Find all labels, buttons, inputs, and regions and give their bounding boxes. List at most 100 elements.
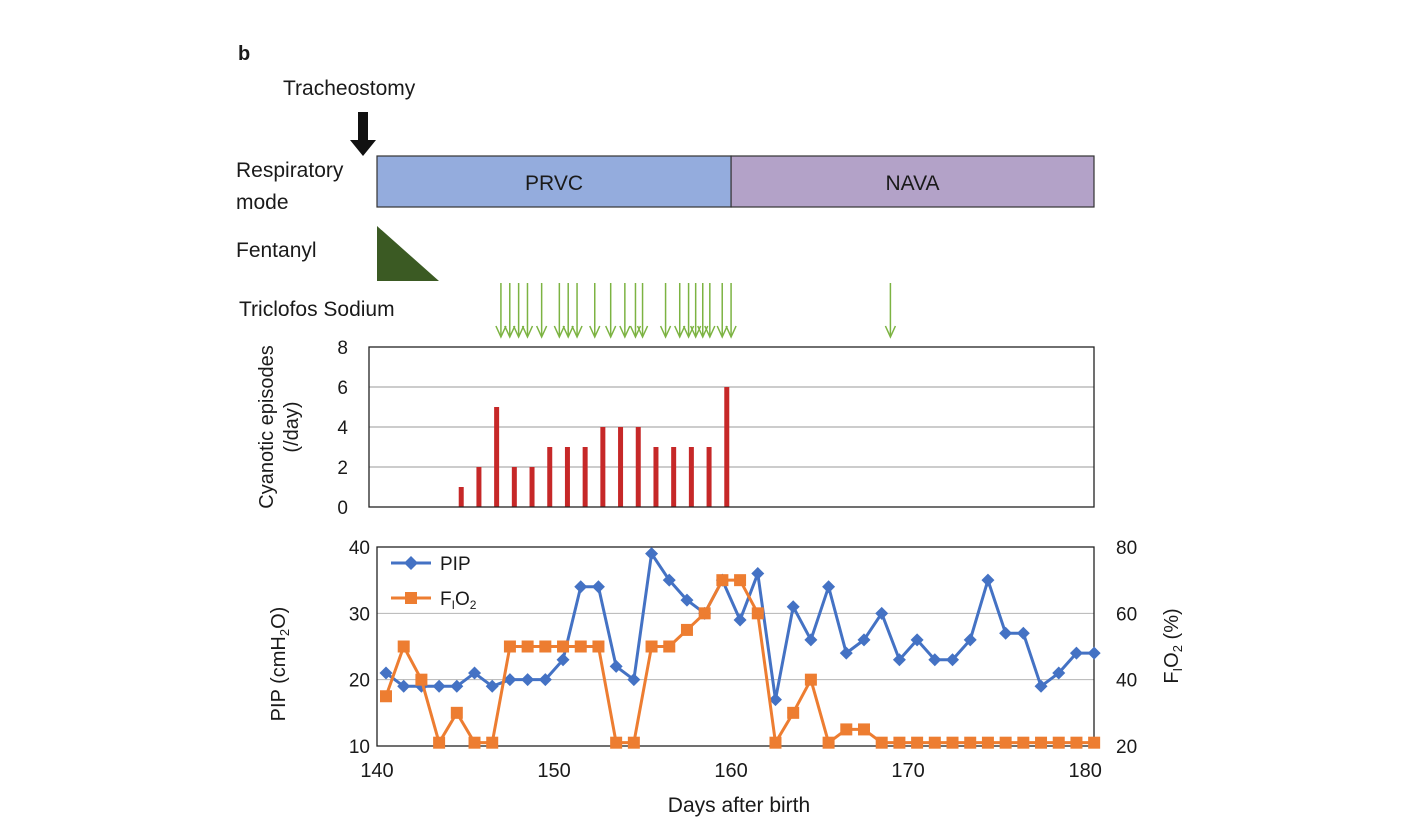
mode-label-nava: NAVA xyxy=(885,172,939,195)
fio2-point xyxy=(680,623,693,636)
bar xyxy=(706,447,712,507)
pip-point xyxy=(928,653,942,667)
bar xyxy=(582,447,588,507)
fio2-point xyxy=(787,706,800,719)
pip-point xyxy=(503,673,517,687)
tracheostomy-label: Tracheostomy xyxy=(283,77,416,100)
line-y-ticks-left: 10 20 30 40 xyxy=(349,538,370,758)
bar xyxy=(494,407,500,507)
fio2-point xyxy=(539,640,552,653)
arrow-head xyxy=(589,325,601,339)
triclofos-arrow-icon xyxy=(512,283,525,339)
pip-point xyxy=(892,653,906,667)
panel-label: b xyxy=(238,43,250,65)
fio2-point xyxy=(610,736,623,749)
pip-point xyxy=(521,673,535,687)
triclofos-arrow-icon xyxy=(521,283,534,339)
bar-y-tick-label: 2 xyxy=(337,458,348,479)
fio2-point xyxy=(1017,736,1030,749)
triclofos-arrow-icon xyxy=(535,283,548,339)
x-ticks: 140 150 160 170 180 xyxy=(360,760,1102,782)
line-chart-grid xyxy=(377,612,1094,681)
fio2-point xyxy=(557,640,570,653)
left-axis-label: PIP (cmH2O) xyxy=(268,607,292,722)
arrow-head xyxy=(504,325,516,339)
fio2-point xyxy=(893,736,906,749)
pip-point xyxy=(379,666,393,680)
fio2-point xyxy=(397,640,410,653)
pip-point xyxy=(786,600,800,614)
fio2-point xyxy=(946,736,959,749)
legend-pip-label: PIP xyxy=(440,554,471,575)
pip-point xyxy=(627,673,641,687)
fio2-point xyxy=(698,607,711,620)
bar-y-tick-label: 6 xyxy=(337,378,348,399)
pip-point xyxy=(1069,646,1083,660)
bar-y-tick-label: 4 xyxy=(337,418,348,439)
fio2-point xyxy=(804,673,817,686)
legend-fio2-label: FIO2 xyxy=(440,589,477,612)
pip-point xyxy=(680,593,694,607)
pip-point xyxy=(645,547,659,561)
fio2-point xyxy=(734,574,747,587)
arrow-head xyxy=(659,325,672,339)
triclofos-arrow-icon xyxy=(636,283,649,339)
triclofos-arrow-icon xyxy=(495,283,507,339)
pip-point xyxy=(1016,626,1030,640)
fio2-point xyxy=(751,607,764,620)
right-y-tick-label: 40 xyxy=(1116,671,1137,692)
bar-ylabel-line2: (/day) xyxy=(281,401,303,452)
pip-point xyxy=(591,580,605,594)
mode-label-prvc: PRVC xyxy=(525,172,583,195)
pip-point xyxy=(609,659,623,673)
fio2-point xyxy=(450,706,463,719)
fio2-point xyxy=(928,736,941,749)
fio2-point xyxy=(663,640,676,653)
bar xyxy=(476,467,482,507)
triclofos-arrow-icon xyxy=(884,283,897,339)
right-axis-label: FIO2 (%) xyxy=(1161,608,1185,683)
series-line-fio2 xyxy=(384,578,1095,745)
pip-point xyxy=(432,679,446,693)
arrow-head xyxy=(553,325,566,339)
mode-bar-prvc xyxy=(376,155,732,208)
triclofos-arrow-icon xyxy=(716,283,728,339)
triclofos-arrow-icon xyxy=(504,283,516,339)
pip-point xyxy=(1052,666,1066,680)
x-tick-label: 160 xyxy=(714,760,747,782)
left-y-tick-label: 40 xyxy=(349,538,370,559)
bar-y-tick-label: 0 xyxy=(337,498,348,519)
bar-y-ticks: 0 2 4 6 8 xyxy=(337,338,348,519)
left-y-tick-label: 30 xyxy=(349,604,370,625)
pip-point xyxy=(751,567,765,581)
fio2-point xyxy=(822,736,835,749)
legend: PIP FIO2 xyxy=(391,554,477,612)
pip-point xyxy=(574,580,588,594)
arrow-head xyxy=(725,325,737,339)
bar-ylabel-line1: Cyanotic episodes xyxy=(256,345,278,508)
pip-point xyxy=(857,633,871,647)
x-tick-label: 170 xyxy=(891,760,924,782)
fio2-point xyxy=(592,640,605,653)
respiratory-mode-label-line2: mode xyxy=(236,191,289,214)
bar-series xyxy=(458,387,730,507)
arrow-head xyxy=(674,325,686,339)
triclofos-arrow-icon xyxy=(674,283,686,339)
fio2-point xyxy=(981,736,994,749)
respiratory-mode-bars: PRVC NAVA xyxy=(376,155,1095,208)
pip-point xyxy=(946,653,960,667)
fio2-point xyxy=(858,723,870,736)
triclofos-arrow-icon xyxy=(562,283,574,339)
triclofos-arrow-icon xyxy=(725,283,737,339)
pip-point xyxy=(733,613,747,627)
left-y-tick-label: 20 xyxy=(349,671,370,692)
left-y-tick-label: 10 xyxy=(349,737,370,758)
fio2-point xyxy=(911,736,924,749)
bar-chart-grid xyxy=(369,386,1094,468)
arrow-head xyxy=(535,325,548,339)
arrow-head xyxy=(716,325,728,339)
x-tick-label: 180 xyxy=(1068,760,1101,782)
legend-pip-marker xyxy=(404,556,418,570)
pip-point xyxy=(397,679,411,693)
